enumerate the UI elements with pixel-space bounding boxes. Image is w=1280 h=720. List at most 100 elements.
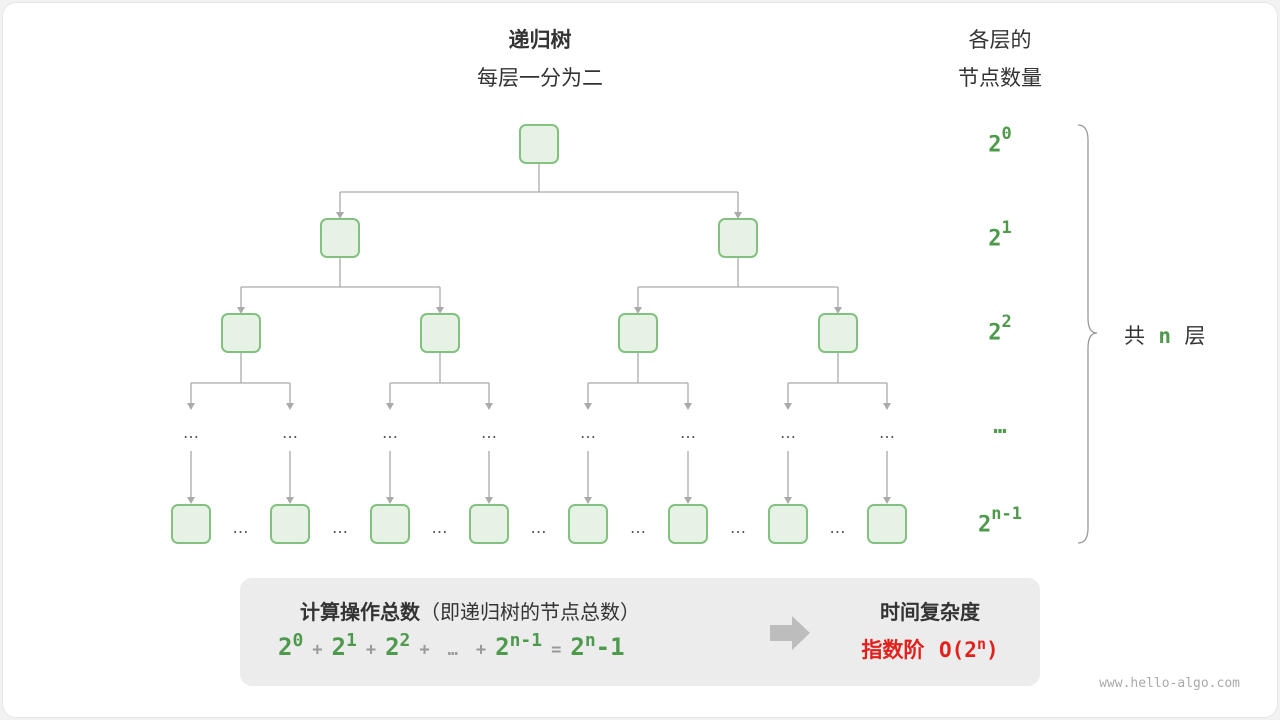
level-exp: 0 bbox=[1001, 124, 1012, 144]
watermark: www.hello-algo.com bbox=[1099, 676, 1240, 691]
arrow-head bbox=[883, 403, 891, 410]
arrow-head bbox=[784, 403, 792, 410]
arrow-head bbox=[584, 497, 592, 504]
ellipsis: … bbox=[830, 518, 846, 537]
tree-node bbox=[818, 313, 858, 353]
brace bbox=[1077, 124, 1098, 544]
term-exp: n-1 bbox=[509, 630, 543, 651]
term-base: 2 bbox=[495, 633, 510, 661]
ellipsis: … bbox=[183, 423, 199, 442]
arrow-head bbox=[187, 403, 195, 410]
ellipsis: … bbox=[531, 518, 547, 537]
arrow-head bbox=[684, 403, 692, 410]
arrow-head bbox=[834, 307, 842, 314]
formula-term: 2n-1 bbox=[495, 630, 543, 661]
complexity-o: O(2 bbox=[939, 638, 977, 662]
level-count-0: 20 bbox=[950, 124, 1050, 158]
level-exp: n-1 bbox=[991, 504, 1022, 524]
arrow-head bbox=[734, 212, 742, 219]
tree-title: 递归树 bbox=[508, 28, 572, 52]
formula-term: 21 bbox=[332, 630, 357, 661]
term-base: 2 bbox=[278, 633, 293, 661]
summary-title: 计算操作总数（即递归树的节点总数） bbox=[300, 596, 640, 625]
term-exp: 0 bbox=[292, 630, 304, 651]
tree-node bbox=[270, 504, 310, 544]
formula-term: 22 bbox=[385, 630, 411, 661]
arrow-head bbox=[485, 403, 493, 410]
ellipsis: … bbox=[332, 518, 348, 537]
level-count-1: 21 bbox=[950, 218, 1050, 252]
label-n: n bbox=[1158, 324, 1172, 348]
arrow-head bbox=[784, 497, 792, 504]
ellipsis: … bbox=[580, 423, 596, 442]
ellipsis: … bbox=[780, 423, 796, 442]
count-header-line1: 各层的 bbox=[968, 28, 1032, 52]
tree-subtitle: 每层一分为二 bbox=[477, 66, 603, 90]
arrow-head bbox=[584, 403, 592, 410]
arrow-head bbox=[386, 497, 394, 504]
formula-term: 20 bbox=[278, 630, 304, 661]
summary-title-main: 计算操作总数 bbox=[300, 600, 420, 624]
tree-node bbox=[568, 504, 608, 544]
term-exp: 1 bbox=[346, 630, 357, 651]
arrow-head bbox=[684, 497, 692, 504]
level-exp: 2 bbox=[1001, 312, 1012, 332]
term-exp: 2 bbox=[399, 630, 411, 651]
ellipsis: … bbox=[432, 518, 448, 537]
level-base: 2 bbox=[988, 320, 1002, 346]
formula-operator: + bbox=[312, 640, 323, 660]
complexity-label: 指数阶 bbox=[861, 638, 925, 662]
tree-node bbox=[618, 313, 658, 353]
formula-operator: + bbox=[475, 640, 487, 660]
formula-operator: + bbox=[365, 640, 377, 660]
arrow-head bbox=[237, 307, 245, 314]
arrow-head bbox=[485, 497, 493, 504]
label-pre: 共 bbox=[1124, 324, 1145, 348]
tree-node bbox=[668, 504, 708, 544]
tree-node bbox=[370, 504, 410, 544]
arrow-head bbox=[286, 403, 294, 410]
level-base: 2 bbox=[978, 512, 992, 538]
term-base: 2 bbox=[385, 633, 400, 661]
ellipsis: … bbox=[879, 423, 895, 442]
formula-term: 2n-1 bbox=[570, 630, 625, 661]
level-base: … bbox=[993, 414, 1007, 439]
label-post: 层 bbox=[1184, 324, 1206, 348]
tree-node bbox=[420, 313, 460, 353]
complexity-value: 指数阶 O(2n) bbox=[830, 634, 1030, 664]
tree-node bbox=[320, 218, 360, 258]
layer-count-label: 共 n 层 bbox=[1124, 320, 1205, 350]
ellipsis: … bbox=[481, 423, 497, 442]
ellipsis: … bbox=[730, 518, 746, 537]
arrow-right-icon bbox=[770, 616, 810, 650]
level-exp: 1 bbox=[1001, 218, 1012, 238]
arrow-head bbox=[883, 497, 891, 504]
ellipsis: … bbox=[382, 423, 398, 442]
complexity-exp: n bbox=[976, 635, 986, 653]
summary-formula: 20 +21 +22 +… +2n-1 = 2n-1 bbox=[278, 630, 625, 661]
tree-node bbox=[867, 504, 907, 544]
term-tail: -1 bbox=[595, 633, 625, 661]
term-base: 2 bbox=[570, 633, 585, 661]
formula-operator: = bbox=[551, 640, 562, 660]
level-base: 2 bbox=[988, 226, 1002, 252]
summary-title-note: （即递归树的节点总数） bbox=[420, 600, 640, 624]
tree-node bbox=[519, 124, 559, 164]
level-count-last: 2n-1 bbox=[950, 504, 1050, 538]
complexity-title: 时间复杂度 bbox=[880, 600, 980, 624]
formula-operator: + bbox=[419, 640, 430, 660]
arrow-head bbox=[436, 307, 444, 314]
arrow-head bbox=[336, 212, 344, 219]
level-base: 2 bbox=[988, 132, 1002, 158]
tree-node bbox=[171, 504, 211, 544]
tree-node bbox=[469, 504, 509, 544]
arrow-head bbox=[634, 307, 642, 314]
ellipsis: … bbox=[680, 423, 696, 442]
count-header-line2: 节点数量 bbox=[958, 66, 1042, 90]
complexity-close: ) bbox=[985, 638, 999, 662]
ellipsis: … bbox=[233, 518, 249, 537]
tree-node bbox=[221, 313, 261, 353]
arrow-head bbox=[386, 403, 394, 410]
tree-node bbox=[718, 218, 758, 258]
